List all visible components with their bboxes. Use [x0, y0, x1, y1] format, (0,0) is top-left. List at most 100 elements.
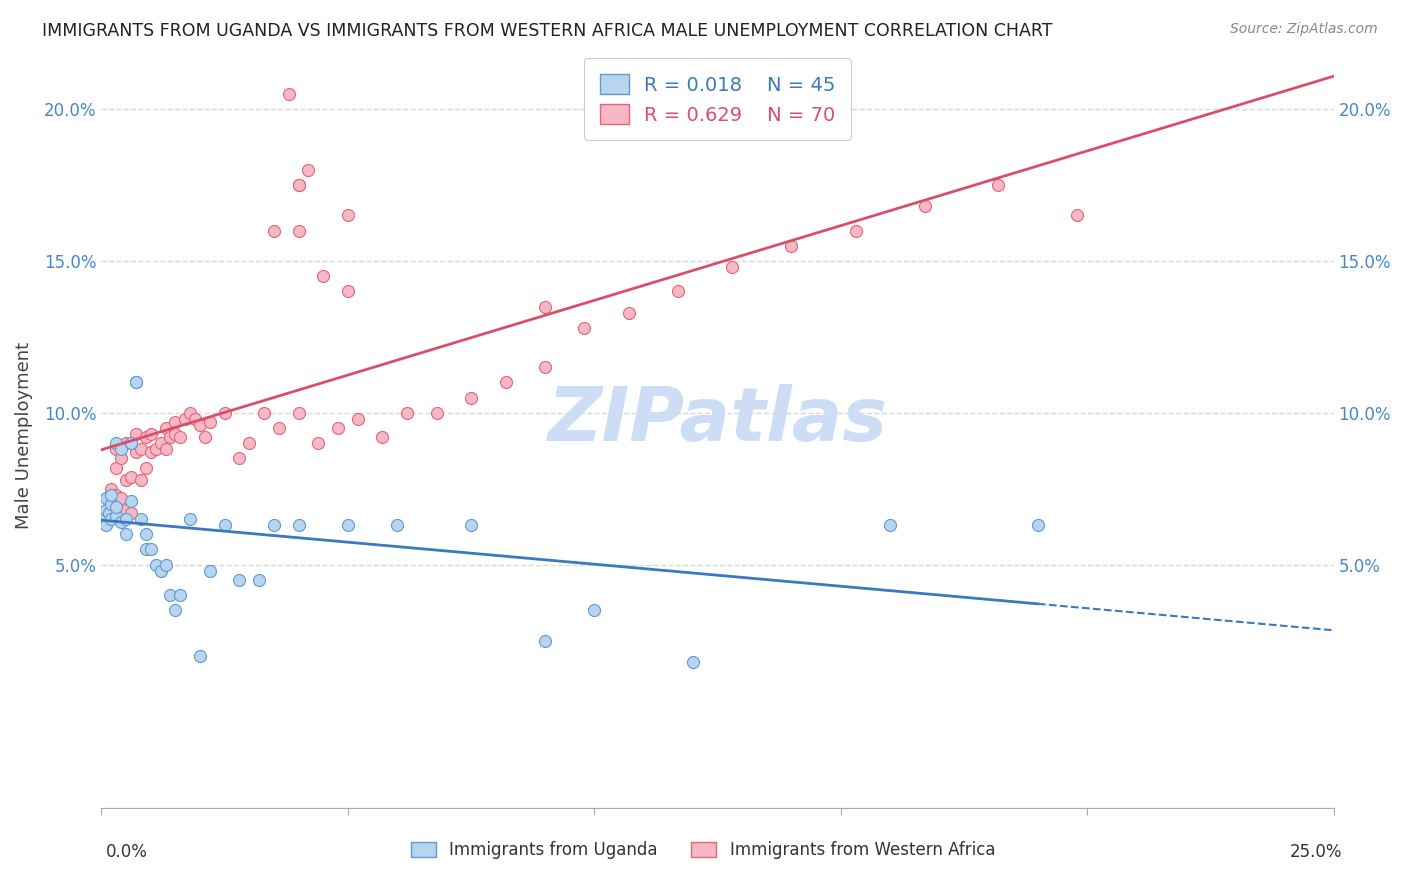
Point — [100, 482, 122, 496]
Point — [287, 406, 309, 420]
Point — [228, 451, 250, 466]
Y-axis label: Male Unemployment: Male Unemployment — [15, 342, 32, 529]
Point — [135, 542, 157, 557]
Point — [198, 564, 221, 578]
Point — [495, 376, 517, 390]
Point — [534, 633, 557, 648]
Point — [312, 269, 335, 284]
Point — [96, 512, 118, 526]
Point — [169, 430, 191, 444]
Point — [228, 573, 250, 587]
Point — [845, 224, 868, 238]
Point — [145, 442, 167, 457]
Point — [125, 376, 148, 390]
Point — [385, 518, 408, 533]
Point — [115, 503, 138, 517]
Point — [534, 360, 557, 375]
Point — [155, 558, 177, 572]
Point — [105, 460, 128, 475]
Point — [96, 503, 118, 517]
Point — [179, 406, 201, 420]
Point — [184, 412, 207, 426]
Point — [149, 436, 172, 450]
Point — [1026, 518, 1049, 533]
Point — [297, 162, 319, 177]
Point — [120, 506, 142, 520]
Point — [96, 503, 118, 517]
Point — [139, 427, 162, 442]
Point — [135, 527, 157, 541]
Point — [125, 445, 148, 459]
Point — [460, 518, 482, 533]
Text: ZIPatlas: ZIPatlas — [547, 384, 887, 458]
Point — [115, 512, 138, 526]
Point — [287, 224, 309, 238]
Point — [267, 421, 290, 435]
Point — [188, 648, 211, 663]
Point — [371, 430, 394, 444]
Point — [105, 500, 128, 514]
Point — [169, 588, 191, 602]
Point — [120, 469, 142, 483]
Point — [214, 518, 236, 533]
Point — [115, 473, 138, 487]
Point — [460, 391, 482, 405]
Point — [120, 494, 142, 508]
Text: 25.0%: 25.0% — [1291, 843, 1343, 861]
Point — [100, 497, 122, 511]
Point — [336, 209, 359, 223]
Point — [198, 415, 221, 429]
Point — [105, 442, 128, 457]
Point — [987, 178, 1010, 192]
Point — [346, 412, 368, 426]
Point — [188, 417, 211, 432]
Point — [336, 285, 359, 299]
Point — [149, 564, 172, 578]
Point — [247, 573, 270, 587]
Point — [145, 558, 167, 572]
Point — [105, 436, 128, 450]
Text: Source: ZipAtlas.com: Source: ZipAtlas.com — [1230, 22, 1378, 37]
Point — [135, 430, 157, 444]
Point — [97, 506, 120, 520]
Point — [336, 518, 359, 533]
Point — [125, 427, 148, 442]
Point — [326, 421, 349, 435]
Point — [139, 542, 162, 557]
Point — [139, 445, 162, 459]
Point — [105, 509, 128, 524]
Point — [110, 491, 132, 505]
Point — [617, 305, 640, 319]
Point — [110, 515, 132, 529]
Point — [287, 518, 309, 533]
Point — [105, 488, 128, 502]
Point — [682, 655, 704, 669]
Point — [174, 412, 197, 426]
Point — [93, 512, 115, 526]
Text: 0.0%: 0.0% — [105, 843, 148, 861]
Point — [155, 421, 177, 435]
Point — [165, 427, 187, 442]
Point — [100, 497, 122, 511]
Point — [159, 430, 181, 444]
Point — [165, 603, 187, 617]
Point — [214, 406, 236, 420]
Point — [574, 321, 596, 335]
Point — [115, 436, 138, 450]
Point — [780, 239, 803, 253]
Point — [115, 527, 138, 541]
Point — [287, 178, 309, 192]
Point — [534, 300, 557, 314]
Point — [253, 406, 276, 420]
Point — [238, 436, 260, 450]
Point — [135, 460, 157, 475]
Point — [1066, 209, 1088, 223]
Point — [263, 518, 285, 533]
Legend: Immigrants from Uganda, Immigrants from Western Africa: Immigrants from Uganda, Immigrants from … — [405, 835, 1001, 866]
Point — [277, 87, 299, 101]
Point — [583, 603, 606, 617]
Text: IMMIGRANTS FROM UGANDA VS IMMIGRANTS FROM WESTERN AFRICA MALE UNEMPLOYMENT CORRE: IMMIGRANTS FROM UGANDA VS IMMIGRANTS FRO… — [42, 22, 1053, 40]
Point — [263, 224, 285, 238]
Point — [287, 178, 309, 192]
Point — [129, 473, 152, 487]
